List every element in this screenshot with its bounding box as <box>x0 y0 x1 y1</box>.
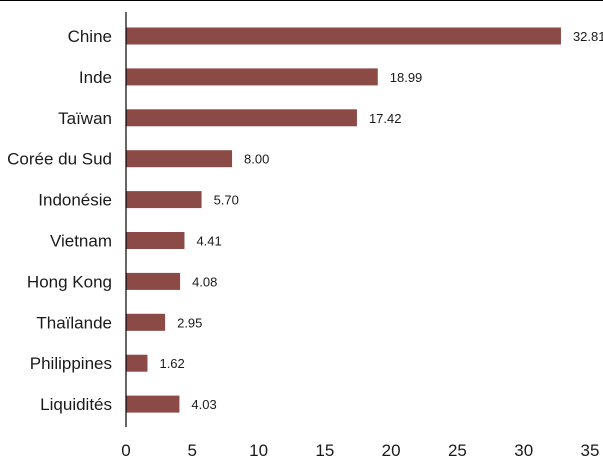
bar-7 <box>126 313 166 331</box>
bar-6 <box>126 272 181 290</box>
category-label-4: Indonésie <box>38 191 112 210</box>
x-tick-label-5: 25 <box>448 441 467 460</box>
data-label-6: 4.08 <box>192 274 217 289</box>
x-tick-label-6: 30 <box>514 441 533 460</box>
bar-1 <box>126 68 378 86</box>
category-label-8: Philippines <box>30 354 112 373</box>
bar-0 <box>126 27 561 45</box>
category-label-7: Thaïlande <box>36 313 112 332</box>
data-labels-group: 32.81 18.99 17.42 8.00 5.70 4.41 4.08 2.95 1.62 4… <box>159 29 603 412</box>
x-tick-label-0: 0 <box>121 441 130 460</box>
x-tick-label-7: 35 <box>581 441 600 460</box>
bar-3 <box>126 150 233 168</box>
bar-5 <box>126 232 185 249</box>
bar-4 <box>126 191 202 209</box>
category-label-0: Chine <box>68 27 112 46</box>
category-label-2: Taïwan <box>58 109 112 128</box>
bar-8 <box>126 354 148 372</box>
data-label-0: 32.81 <box>573 29 603 44</box>
data-label-3: 8.00 <box>244 152 269 167</box>
bars-group <box>126 27 561 413</box>
data-label-9: 4.03 <box>191 397 216 412</box>
data-label-1: 18.99 <box>390 70 423 85</box>
category-label-1: Inde <box>79 68 112 87</box>
bar-9 <box>126 395 180 413</box>
data-label-5: 4.41 <box>196 234 221 249</box>
data-label-8: 1.62 <box>159 356 184 371</box>
bar-2 <box>126 109 357 127</box>
x-tick-label-2: 10 <box>249 441 268 460</box>
x-tick-labels-group: 0 5 10 15 20 25 30 35 <box>121 441 599 460</box>
x-tick-label-4: 20 <box>382 441 401 460</box>
data-label-7: 2.95 <box>177 315 202 330</box>
category-label-9: Liquidités <box>40 395 112 414</box>
x-tick-label-1: 5 <box>188 441 197 460</box>
category-label-6: Hong Kong <box>27 272 112 291</box>
category-labels-group: Chine Inde Taïwan Corée du Sud Indonésie Viet… <box>7 27 112 414</box>
data-label-4: 5.70 <box>214 193 239 208</box>
data-label-2: 17.42 <box>369 111 402 126</box>
x-tick-label-3: 15 <box>315 441 334 460</box>
category-label-3: Corée du Sud <box>7 150 112 169</box>
category-label-5: Vietnam <box>50 232 112 251</box>
